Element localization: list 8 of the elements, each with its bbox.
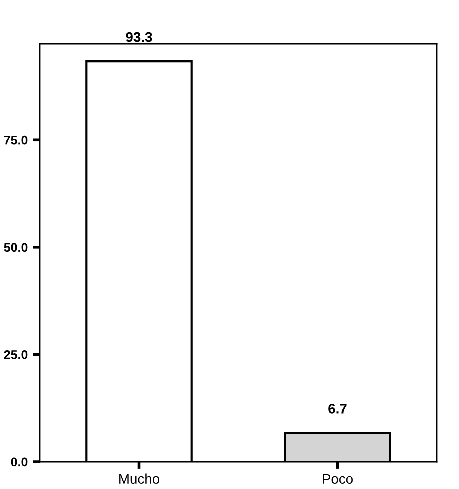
y-tick-label: 75.0: [4, 136, 28, 145]
x-tick-label: Mucho: [120, 474, 160, 484]
data-label: 93.3: [126, 32, 152, 42]
data-label: 6.7: [328, 404, 347, 414]
y-tick-label: 0.0: [11, 458, 28, 467]
y-tick-label: 50.0: [4, 243, 28, 252]
x-tick-label: Poco: [323, 474, 353, 484]
y-tick-label: 25.0: [4, 350, 28, 360]
